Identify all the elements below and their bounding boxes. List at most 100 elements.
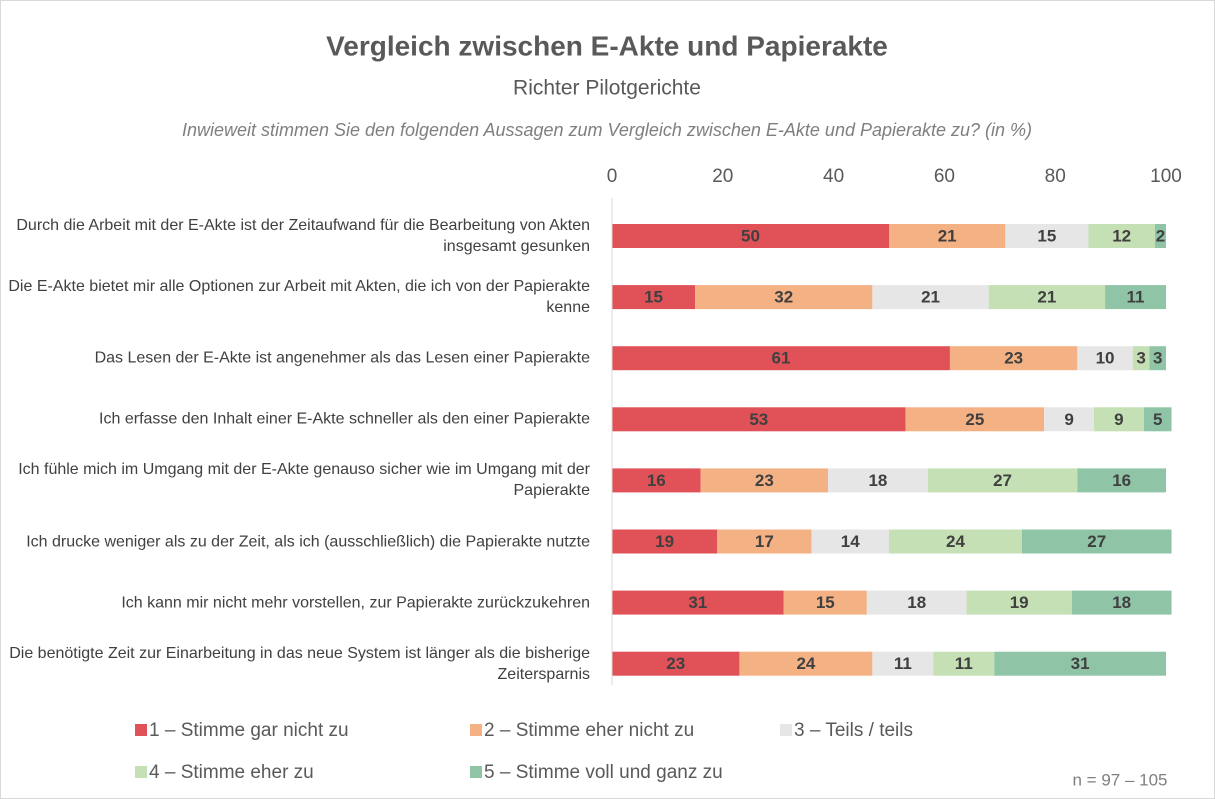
- bar-segment: [1005, 224, 1089, 248]
- bar-segment: [612, 407, 906, 432]
- bar-segment: [1077, 468, 1166, 493]
- data-label: 14: [841, 532, 860, 551]
- bar-segment: [1071, 590, 1172, 615]
- category-label: Ich fühle mich im Umgang mit der E-Akte …: [18, 461, 590, 500]
- data-label: 11: [1127, 288, 1145, 307]
- data-label: 15: [644, 288, 663, 307]
- category-label: Das Lesen der E-Akte ist angenehmer als …: [94, 349, 590, 367]
- data-label: 17: [755, 532, 774, 551]
- bar-segment: [1154, 224, 1166, 248]
- data-label: 3: [1136, 349, 1145, 368]
- bar-segment: [612, 651, 740, 676]
- category-label: Ich kann mir nicht mehr vorstellen, zur …: [121, 594, 590, 612]
- bar-segment: [1021, 529, 1172, 554]
- legend-marker: [780, 724, 792, 736]
- data-label: 18: [1112, 593, 1131, 612]
- category-label: Durch die Arbeit mit der E-Akte ist der …: [16, 217, 590, 255]
- bar-segment: [872, 285, 989, 310]
- question: Inwieweit stimmen Sie den folgenden Auss…: [182, 120, 1032, 140]
- x-tick-label: 100: [1150, 166, 1182, 187]
- data-label: 15: [1037, 226, 1056, 245]
- legend-label: 5 – Stimme voll und ganz zu: [484, 762, 723, 783]
- category-label: Ich drucke weniger als zu der Zeit, als …: [26, 533, 590, 550]
- bar-segment: [700, 468, 829, 493]
- data-label: 32: [774, 288, 793, 307]
- bar-segment: [612, 590, 784, 615]
- bar-segment: [949, 346, 1078, 371]
- data-label: 24: [946, 532, 965, 551]
- bar-segment: [612, 346, 950, 371]
- data-label: 19: [1010, 593, 1029, 612]
- bar-segment: [905, 407, 1045, 432]
- data-label: 21: [921, 288, 940, 307]
- chart-subtitle: Richter Pilotgerichte: [513, 77, 701, 100]
- bar-segment: [1149, 346, 1166, 371]
- legend-label: 2 – Stimme eher nicht zu: [484, 720, 694, 741]
- data-label: 19: [655, 532, 674, 551]
- bar-segment: [1077, 346, 1133, 371]
- data-label: 27: [1087, 532, 1106, 551]
- data-label: 11: [955, 654, 973, 673]
- bar-segment: [739, 651, 873, 676]
- bar-segment: [889, 529, 1022, 554]
- chart-title: Vergleich zwischen E-Akte und Papierakte: [326, 30, 888, 61]
- legend-label: 4 – Stimme eher zu: [149, 762, 314, 783]
- legend-marker: [135, 766, 147, 778]
- legend-marker: [135, 724, 147, 736]
- legend-marker: [470, 724, 482, 736]
- bar-segment: [811, 529, 889, 554]
- bar-segment: [994, 651, 1166, 676]
- bar-segment: [933, 651, 995, 676]
- x-tick-label: 60: [934, 166, 955, 187]
- data-label: 31: [1071, 654, 1090, 673]
- data-label: 10: [1096, 349, 1115, 368]
- category-label: Die benötigte Zeit zur Einarbeitung in d…: [9, 644, 590, 683]
- bar-segment: [889, 224, 1006, 248]
- legend-label: 3 – Teils / teils: [794, 720, 913, 741]
- x-tick-label: 80: [1045, 166, 1066, 187]
- data-label: 23: [755, 471, 774, 490]
- x-tick-label: 40: [823, 166, 844, 187]
- bar-segment: [866, 590, 967, 615]
- data-label: 23: [1004, 349, 1023, 368]
- data-label: 23: [666, 654, 685, 673]
- bar-segment: [828, 468, 928, 493]
- bar-segment: [1132, 346, 1150, 371]
- bar-segment: [1143, 407, 1172, 432]
- bar-segment: [612, 224, 889, 248]
- data-label: 24: [796, 654, 815, 673]
- data-label: 5: [1153, 410, 1162, 429]
- x-tick-label: 0: [607, 166, 618, 187]
- data-label: 31: [688, 593, 707, 612]
- data-label: 3: [1153, 349, 1162, 368]
- legend-marker: [470, 766, 482, 778]
- category-label: Ich erfasse den Inhalt einer E-Akte schn…: [99, 410, 590, 428]
- bar-segment: [612, 529, 718, 554]
- bar-segment: [612, 468, 701, 493]
- data-label: 21: [1037, 288, 1056, 307]
- bar-segment: [717, 529, 812, 554]
- category-label: Die E-Akte bietet mir alle Optionen zur …: [8, 278, 590, 317]
- bar-segment: [927, 468, 1078, 493]
- x-tick-label: 20: [712, 166, 733, 187]
- data-label: 53: [749, 410, 768, 429]
- data-label: 16: [1112, 471, 1131, 490]
- data-label: 25: [965, 410, 984, 429]
- data-label: 15: [816, 593, 835, 612]
- bar-segment: [872, 651, 934, 676]
- data-label: 11: [894, 654, 912, 673]
- data-label: 18: [907, 593, 926, 612]
- bar-segment: [1093, 407, 1144, 432]
- data-label: 9: [1114, 410, 1123, 429]
- annotation: n = 97 – 105: [1072, 770, 1167, 789]
- data-label: 27: [993, 471, 1012, 490]
- bar-segment: [1044, 407, 1094, 432]
- bar-segment: [1105, 285, 1166, 310]
- bar-segment: [966, 590, 1072, 615]
- data-label: 50: [741, 226, 760, 245]
- bar-segment: [695, 285, 873, 310]
- data-label: 9: [1064, 410, 1073, 429]
- legend-label: 1 – Stimme gar nicht zu: [149, 720, 349, 741]
